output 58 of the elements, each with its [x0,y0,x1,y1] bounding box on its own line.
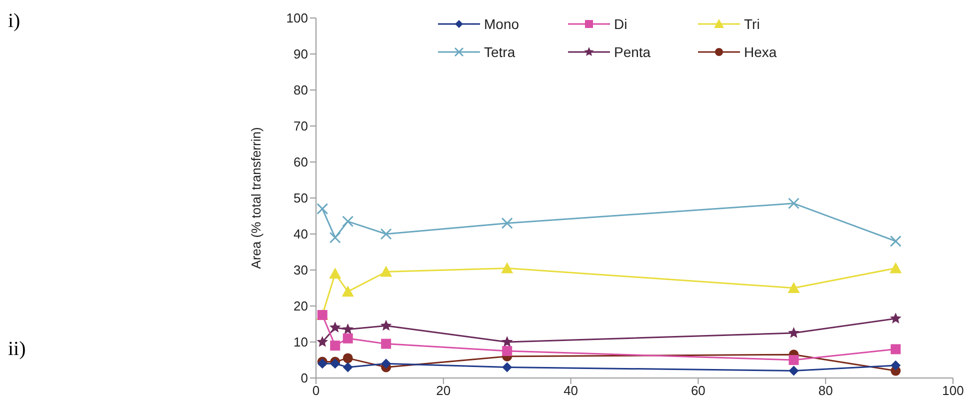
point [380,266,392,277]
x-tick-label: 0 [312,383,320,398]
point [501,336,513,347]
x-tick-label: 80 [818,383,833,398]
legend-label: Penta [614,44,651,60]
point [381,338,392,349]
point [380,320,392,331]
point [342,353,353,364]
point [316,336,328,347]
point [501,262,514,274]
point [329,268,342,279]
point [890,344,901,354]
point [502,346,512,356]
point [788,198,800,210]
point [342,362,353,372]
text: i) [8,10,20,33]
point [316,203,328,215]
point [788,327,800,338]
point [788,355,799,365]
y-tick-label: 100 [286,10,308,26]
y-tick-label: 20 [294,298,308,314]
point [890,312,902,324]
point [788,366,799,376]
x-tick-label: 40 [564,383,578,398]
y-tick-label: 50 [294,190,308,206]
point [342,323,354,334]
x-tick-label: 60 [690,383,706,398]
legend-label: Mono [484,16,520,32]
y-axis-title: Area (% total transferrin) [248,127,264,269]
point [380,228,392,240]
point [342,286,354,297]
point [501,217,513,229]
point [890,235,902,247]
y-tick-label: 10 [294,334,308,350]
y-tick-label: 70 [294,118,308,134]
legend-label: Di [614,16,628,32]
point [330,340,340,351]
y-tick-label: 90 [294,46,308,62]
y-tick-label: 30 [294,262,308,278]
point [788,282,800,293]
legend-label: Tri [744,16,760,32]
point [342,216,354,228]
legend-label: Tetra [484,44,516,60]
x-tick-label: 20 [436,383,451,398]
point [890,262,902,274]
point [329,322,341,332]
point [381,358,392,369]
text: ii) [8,338,26,361]
legend-label: Hexa [744,44,777,60]
point [502,362,512,372]
point [329,232,341,244]
point [890,360,901,370]
point [342,333,353,344]
y-tick-label: 60 [294,154,308,170]
x-tick-label: 100 [942,383,964,398]
y-tick-label: 40 [294,226,308,242]
y-tick-label: 0 [300,370,308,386]
y-tick-label: 80 [294,82,308,98]
